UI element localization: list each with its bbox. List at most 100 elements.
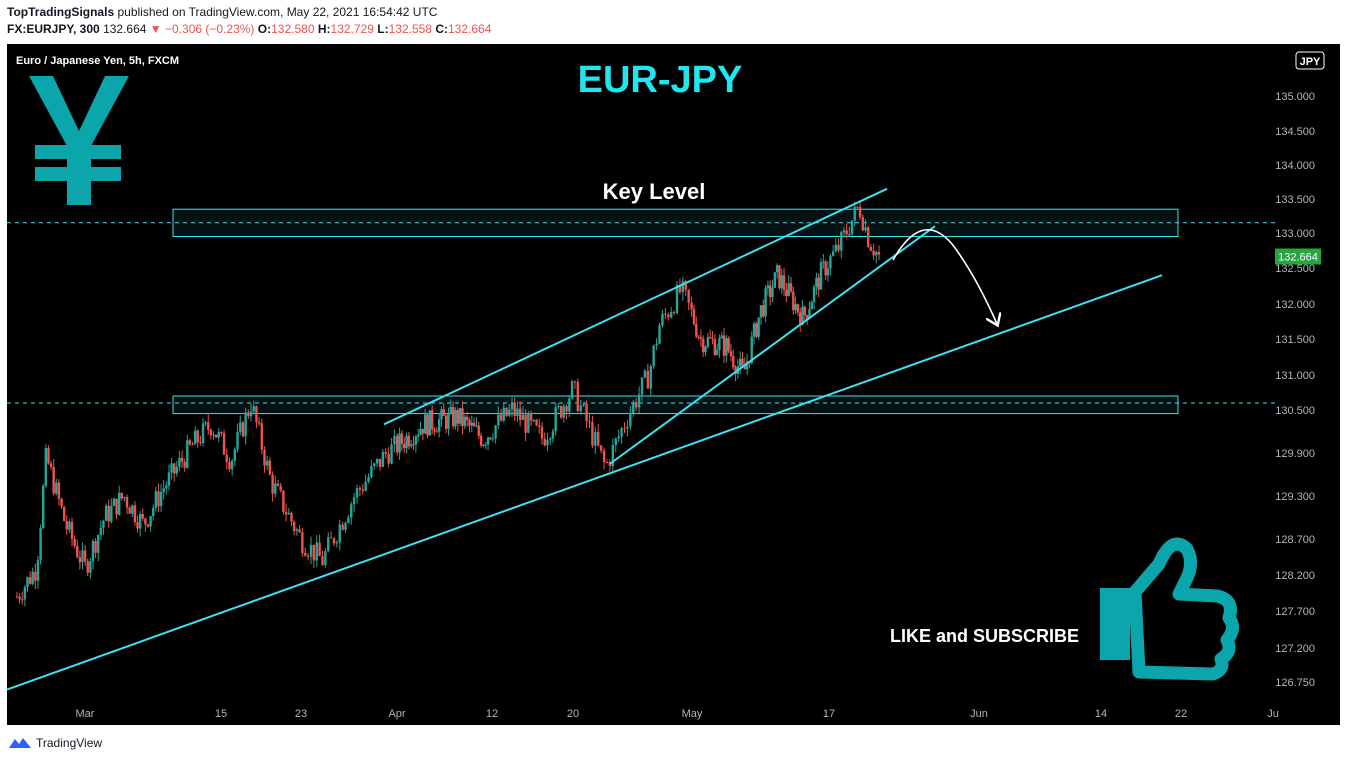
cta-label: LIKE and SUBSCRIBE [890,626,1079,646]
candle-body [690,302,693,310]
candle-body [840,232,843,251]
candle-body [762,305,765,317]
price-chart[interactable]: Euro / Japanese Yen, 5h, FXCM EUR-JPY Ke… [7,44,1340,725]
candle-body [687,289,690,303]
currency-badge-box[interactable] [1295,51,1325,70]
candle-body [794,304,797,311]
y-tick-label: 127.700 [1275,606,1315,618]
candle-body [831,251,835,256]
candle-body [141,514,144,519]
y-tick-label: 128.700 [1275,534,1315,546]
candle-body [414,436,418,445]
chart-panel[interactable]: Euro / Japanese Yen, 5h, FXCM EUR-JPY Ke… [7,44,1340,725]
projection-arrow [892,228,997,324]
candle-body [167,472,171,486]
candle-body [652,345,655,367]
candle-body [704,346,707,353]
candle-body [817,277,820,290]
candle-body [629,413,632,427]
candle-body [91,541,95,562]
candle-body [247,412,250,417]
tradingview-logo-icon[interactable] [8,736,32,750]
candle-body [31,571,34,584]
candle-body [73,539,76,547]
candle-body [782,275,786,290]
published-text: published on TradingView.com, May 22, 20… [117,5,438,19]
candle-body [829,255,832,269]
candle-body [484,444,487,446]
candle-body [373,463,376,467]
candle-body [732,355,735,368]
candle-body [165,485,168,489]
candle-body [26,577,29,588]
candle-body [755,323,758,337]
candle-body [623,428,626,430]
candle-body [367,477,370,482]
candle-body [104,505,108,521]
y-tick-label: 129.300 [1275,491,1315,503]
candle-body [699,337,703,339]
candle-body [428,410,432,436]
candle-body [678,284,682,293]
candle-body [720,335,723,339]
candle-body [207,422,210,430]
candle-body [188,440,192,445]
footer-brand[interactable]: TradingView [36,736,103,750]
candle-body [419,428,422,435]
candle-body [412,444,415,446]
candle-body [672,312,676,314]
candle-body [350,504,353,518]
close-value: 132.664 [448,22,492,36]
candle-body [752,323,756,337]
candle-body [516,408,519,416]
candle-body [201,423,205,444]
candle-body [21,599,24,601]
candle-body [842,230,846,233]
candle-body [94,541,97,553]
candle-body [489,437,492,439]
candle-body [335,542,339,544]
candle-body [257,422,261,424]
candle-body [576,381,580,412]
candle-body [850,220,854,235]
candle-body [743,365,747,370]
candle-body [559,406,563,418]
candle-body [543,438,546,446]
candle-body [764,288,767,317]
candle-body [626,426,629,429]
candle-body [364,481,367,491]
candle-body [470,422,473,426]
candle-body [505,407,508,416]
x-tick-label: Ju [1267,708,1279,720]
candle-body [115,498,118,515]
candle-body [808,309,811,319]
candle-body [241,422,245,437]
author-name[interactable]: TopTradingSignals [7,5,115,19]
candle-body [458,408,462,424]
candle-body [304,552,307,556]
candle-body [521,414,525,421]
candle-body [62,506,66,521]
candle-body [70,521,74,540]
candle-body [178,457,181,467]
candle-body [186,440,189,468]
candle-body [477,425,480,436]
publish-info: TopTradingSignals published on TradingVi… [7,5,437,19]
candle-body [861,217,865,231]
candle-body [68,521,71,530]
candle-body [454,410,457,427]
y-tick-label: 128.200 [1275,570,1315,582]
candle-body [546,439,549,446]
candle-body [771,287,774,298]
candle-body [510,403,514,410]
candle-body [872,250,875,256]
candle-body [204,422,207,424]
candle-body [146,524,150,527]
candle-body [358,488,362,490]
candle-body [435,431,439,433]
candle-body [449,406,453,413]
candle-body [375,458,379,464]
candle-body [407,435,411,447]
candle-body [551,431,555,439]
candle-body [282,490,285,512]
